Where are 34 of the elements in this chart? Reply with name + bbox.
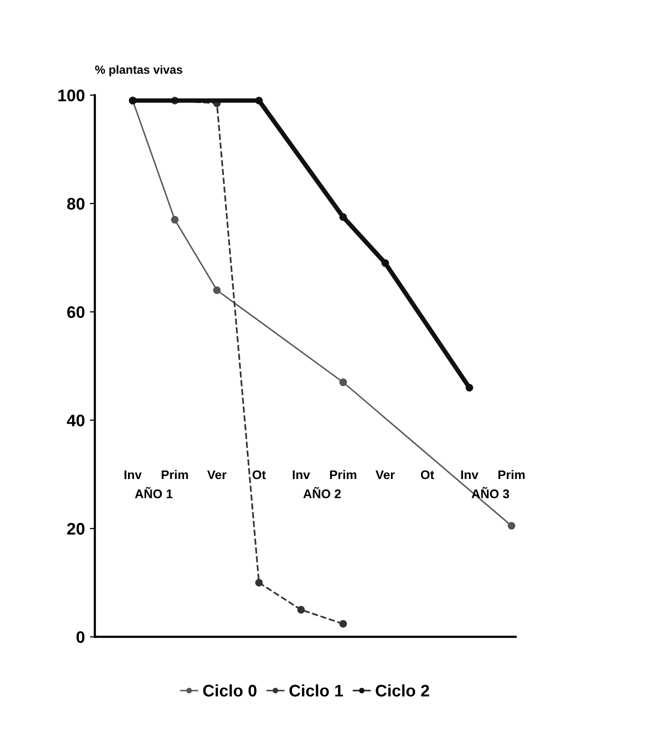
x-tick-label: Inv [124,470,142,480]
point [339,213,347,221]
legend-label: Ciclo 0 [203,684,256,697]
annotation: AÑO 1 [134,487,173,498]
y-tick-label: 80 [67,198,84,210]
point [508,522,516,530]
point [381,259,390,267]
point [297,606,305,614]
x-tick-label: Prim [162,470,188,480]
x-tick-label: Inv [461,470,478,480]
x-tick-label: Ot [252,470,266,480]
legend-label: Ciclo 1 [289,684,343,697]
annotation: AÑO 3 [472,487,510,498]
x-tick-label: Ver [376,470,395,480]
y-tick-label: 20 [67,522,84,535]
y-tick-label: 0 [76,631,84,644]
point [339,378,347,386]
point [255,96,263,104]
x-tick-label: Inv [292,470,310,480]
x-tick-label: Prim [498,470,525,480]
point [170,216,179,224]
y-tick-label: 100 [58,90,84,102]
point [466,384,474,392]
point [213,286,221,294]
point [255,578,263,586]
y-tick-label: 40 [66,414,84,426]
x-tick-label: Prim [330,470,356,480]
point [339,620,347,628]
x-tick-label: Ot [420,470,434,480]
legend-label: Ciclo 2 [376,684,430,697]
y-axis-title: % plantas vivas [95,65,182,76]
x-tick-label: Ver [207,470,226,480]
y-tick-label: 60 [67,306,84,318]
annotation: AÑO 2 [303,487,341,498]
